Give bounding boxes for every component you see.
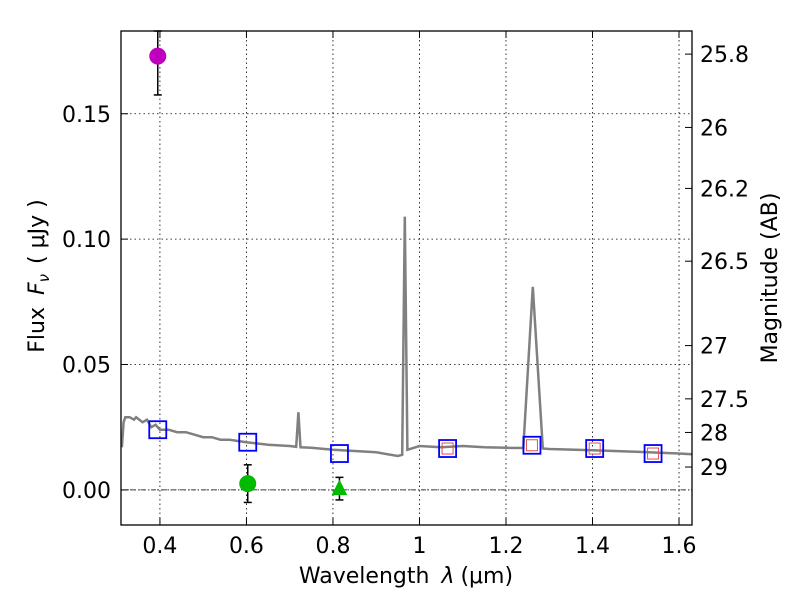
model-spectrum-line [120, 216, 693, 458]
model-photometry-box [148, 420, 168, 440]
magnitude-tick-label: 25.8 [700, 43, 749, 68]
model-photometry-inner-box [525, 439, 538, 452]
grid-lines [121, 31, 692, 525]
y-tick-label: 0.10 [62, 228, 111, 253]
magnitude-tick-label: 26.2 [700, 177, 749, 202]
model-photometry-box [643, 444, 663, 463]
magnitude-axis-title: Magnitude (AB) [758, 193, 783, 364]
model-photometry-box [238, 432, 258, 452]
y-tick-label: 0.05 [62, 354, 111, 379]
x-tick-label: 1.6 [662, 534, 697, 559]
x-tick-label: 1.4 [575, 534, 610, 559]
measured-photometry-layer [149, 30, 348, 504]
y-tick-label: 0.00 [62, 479, 111, 504]
y-tick-label: 0.15 [62, 103, 111, 128]
magnitude-axis-ticks: 25.8 26 26.2 26.5 27 27.5 28 29 [685, 43, 749, 481]
model-photometry-inner-box [647, 447, 660, 460]
magnitude-tick-label: 27.5 [700, 388, 749, 413]
measured-point-circle [149, 47, 167, 65]
measured-point-circle [239, 475, 257, 493]
model-photometry-box [438, 439, 457, 458]
measured-point-triangle [331, 479, 348, 496]
magnitude-tick-label: 26 [700, 116, 728, 141]
x-tick-label: 1 [412, 534, 426, 559]
model-photometry-layer [148, 420, 663, 463]
magnitude-tick-label: 28 [700, 421, 728, 446]
x-tick-label: 0.6 [229, 534, 264, 559]
model-photometry-inner-box [588, 442, 601, 455]
x-axis-ticks: 0.4 0.6 0.8 1 1.2 1.4 1.6 [142, 31, 697, 559]
magnitude-tick-label: 26.5 [700, 250, 749, 275]
model-photometry-box [330, 444, 349, 463]
model-photometry-inner-box [441, 442, 454, 455]
y-axis-ticks: 0.00 0.05 0.10 0.15 [62, 103, 128, 504]
magnitude-tick-label: 29 [700, 456, 728, 481]
x-axis-title: Wavelength λ (μm) [299, 564, 513, 589]
x-tick-label: 0.4 [142, 534, 177, 559]
model-photometry-box [522, 435, 542, 455]
x-tick-label: 0.8 [315, 534, 350, 559]
x-tick-label: 1.2 [488, 534, 523, 559]
magnitude-tick-label: 27 [700, 335, 728, 360]
plot-frame [120, 30, 693, 526]
model-photometry-box [585, 439, 605, 458]
model-spectrum-layer [120, 216, 693, 458]
y-axis-title: FluxFν( μJy ) [25, 199, 53, 352]
